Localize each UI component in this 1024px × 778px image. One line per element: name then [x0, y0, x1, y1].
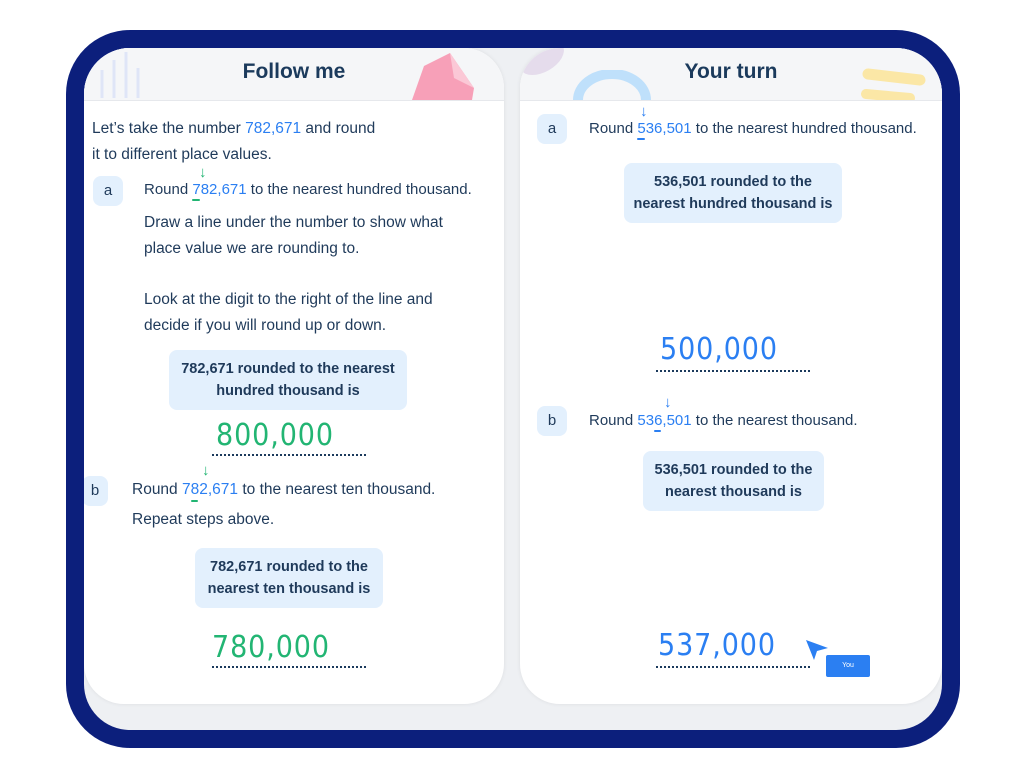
intro-text: Let’s take the number 782,671 and round — [92, 120, 375, 138]
text: to the nearest thousand. — [691, 412, 858, 429]
part-a-question: Round 782,671 to the nearest hundred tho… — [144, 181, 472, 201]
answer-prompt-box: 782,671 rounded to the nearest hundred th… — [169, 350, 407, 410]
text: 536,501 rounded to the — [654, 462, 813, 478]
handwritten-answer-input[interactable]: 537,000 — [658, 628, 776, 663]
text: to the nearest hundred thousand. — [246, 181, 472, 198]
your-turn-panel: Your turn a ↓ Round 536,501 to the neare… — [520, 48, 942, 704]
number: 82,671 — [200, 181, 247, 198]
arrow-down-icon: ↓ — [640, 103, 648, 120]
number: 782,671 — [245, 120, 302, 137]
answer-line — [212, 666, 366, 668]
panel-header: Follow me — [84, 48, 504, 101]
panel-title: Your turn — [684, 60, 778, 83]
arrow-down-icon: ↓ — [199, 164, 207, 181]
panel-header: Your turn — [520, 48, 942, 101]
answer-line — [212, 454, 366, 456]
bar-chart-decoration-icon — [100, 52, 140, 98]
instruction: Draw a line under the number to show wha… — [144, 214, 443, 231]
cursor-icon — [806, 640, 828, 660]
text: Round — [589, 412, 638, 429]
text: to the nearest ten thousand. — [238, 481, 436, 498]
digit: 7 — [181, 481, 191, 498]
text: to the nearest hundred thousand. — [691, 120, 917, 137]
handwritten-answer-input[interactable]: 500,000 — [660, 332, 778, 367]
digit: 6 — [654, 412, 663, 432]
arc-decoration-icon — [573, 70, 651, 100]
instruction: place value we are rounding to. — [144, 240, 360, 257]
panel-title: Follow me — [242, 60, 346, 83]
part-b-question: Round 782,671 to the nearest ten thousan… — [132, 481, 436, 502]
text: Round — [144, 181, 193, 198]
number: 2,671 — [199, 481, 239, 498]
arrow-down-icon: ↓ — [664, 394, 672, 411]
text: 782,671 rounded to the nearest — [181, 361, 395, 377]
answer-line — [656, 370, 810, 372]
instruction: decide if you will round up or down. — [144, 317, 387, 334]
user-cursor-label: You — [826, 655, 870, 677]
handwritten-answer: 800,000 — [216, 418, 334, 453]
answer-prompt-box: 536,501 rounded to the nearest hundred th… — [624, 163, 842, 223]
intro-text-2: it to different place values. — [92, 146, 272, 163]
part-a-question: Round 536,501 to the nearest hundred tho… — [589, 120, 917, 140]
handwritten-answer: 780,000 — [212, 630, 330, 665]
text: 782,671 rounded to the — [210, 559, 368, 575]
follow-me-panel: Follow me Let’s take the number 782,671 … — [84, 48, 504, 704]
arrow-down-icon: ↓ — [202, 462, 210, 479]
digit: 5 — [637, 120, 646, 140]
digit: 7 — [192, 181, 201, 198]
part-b-tag: b — [537, 406, 567, 436]
part-b-question: Round 536,501 to the nearest thousand. — [589, 412, 858, 432]
digit: 53 — [637, 412, 655, 429]
answer-prompt-box: 782,671 rounded to the nearest ten thousa… — [195, 548, 383, 608]
instruction: Look at the digit to the right of the li… — [144, 291, 433, 308]
gem-decoration-icon — [412, 53, 474, 100]
number: ,501 — [662, 412, 692, 429]
part-a-tag: a — [93, 176, 123, 206]
text: nearest ten thousand is — [207, 581, 371, 597]
text: Round — [589, 120, 638, 137]
answer-line — [656, 666, 810, 668]
text: nearest hundred thousand is — [633, 196, 833, 212]
stripes-decoration-icon — [861, 68, 926, 100]
leaf-decoration-icon — [520, 48, 564, 76]
text: hundred thousand is — [216, 383, 360, 399]
digit: 8 — [190, 481, 200, 498]
text: nearest thousand is — [665, 484, 802, 500]
text: Let’s take the number — [92, 120, 246, 137]
text: 536,501 rounded to the — [654, 174, 812, 190]
text: Round — [132, 481, 182, 498]
answer-prompt-box: 536,501 rounded to the nearest thousand i… — [643, 451, 824, 511]
instruction: Repeat steps above. — [132, 511, 275, 528]
slide: Follow me Let’s take the number 782,671 … — [84, 48, 942, 730]
part-a-tag: a — [537, 114, 567, 144]
text: and round — [301, 120, 376, 137]
number: 36,501 — [645, 120, 692, 137]
part-b-tag: b — [84, 476, 108, 506]
